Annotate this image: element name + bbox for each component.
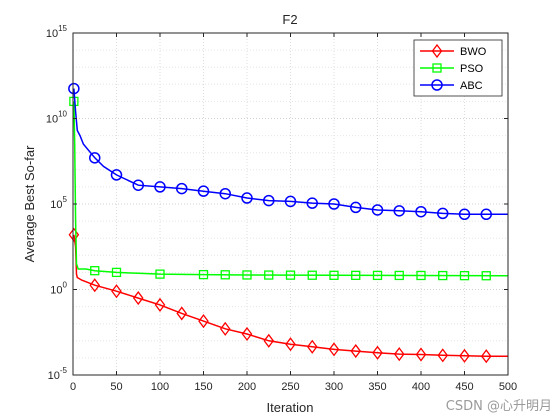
x-tick-label: 300 — [325, 381, 343, 393]
data-point-bwo — [415, 347, 427, 362]
data-point-bwo — [328, 342, 340, 357]
legend-marker-abc — [431, 79, 443, 91]
data-point-abc — [458, 208, 471, 221]
data-point-bwo — [89, 278, 101, 293]
watermark: CSDN @心升明月 — [445, 399, 552, 414]
y-tick-label: 105 — [50, 195, 67, 211]
data-point-abc — [154, 181, 166, 193]
x-tick-label: 150 — [194, 381, 212, 393]
series-pso — [69, 96, 509, 281]
data-point-abc — [350, 201, 362, 214]
data-point-abc — [132, 179, 144, 191]
x-tick-label: 500 — [499, 381, 517, 393]
series-line-bwo — [73, 234, 508, 357]
data-point-abc — [328, 198, 340, 210]
series-bwo — [68, 227, 508, 364]
data-point-pso — [155, 269, 165, 279]
data-point-pso — [438, 270, 448, 281]
x-tick-label: 200 — [238, 381, 256, 393]
data-point-pso — [264, 270, 274, 280]
data-point-bwo — [219, 321, 231, 336]
x-tick-label: 400 — [412, 381, 430, 393]
data-point-abc — [263, 194, 275, 207]
data-point-abc — [437, 207, 449, 220]
data-point-pso — [285, 270, 296, 280]
data-point-bwo — [132, 290, 144, 306]
legend: BWO PSO ABC — [413, 39, 503, 97]
data-point-abc — [197, 185, 210, 197]
x-tick-label: 250 — [281, 381, 299, 393]
data-point-abc — [393, 205, 405, 217]
data-point-bwo — [306, 339, 318, 354]
series-layer — [68, 82, 509, 364]
data-point-abc — [176, 182, 188, 195]
data-point-pso — [351, 270, 361, 280]
data-point-pso — [198, 269, 209, 280]
x-tick-label: 100 — [151, 381, 169, 393]
data-point-abc — [371, 204, 384, 216]
x-tick-label: 0 — [70, 381, 76, 393]
data-point-bwo — [437, 348, 449, 363]
data-point-bwo — [372, 345, 383, 360]
x-tick-label: 350 — [368, 381, 386, 393]
legend-label-pso: PSO — [460, 63, 484, 75]
data-point-abc — [110, 169, 123, 181]
data-point-pso — [394, 270, 404, 281]
data-point-pso — [111, 267, 122, 278]
y-tick-label: 1010 — [46, 110, 68, 126]
y-tick-label: 1015 — [46, 24, 68, 40]
data-point-abc — [89, 152, 101, 164]
data-point-bwo — [241, 326, 253, 342]
data-point-bwo — [285, 337, 296, 352]
data-point-pso — [329, 270, 339, 280]
chart-title: F2 — [282, 12, 297, 27]
data-point-abc — [68, 82, 80, 95]
x-tick-labels: 0 50 100 150 200 250 300 350 400 450 500 — [70, 33, 517, 393]
x-tick-label: 450 — [455, 381, 473, 393]
x-tick-label: 50 — [110, 381, 122, 393]
data-point-pso — [242, 270, 252, 280]
x-axis-label: Iteration — [267, 400, 314, 415]
y-axis-label: Average Best So-far — [22, 145, 37, 262]
data-point-pso — [459, 270, 470, 281]
data-point-bwo — [263, 333, 275, 348]
legend-marker-bwo — [431, 43, 443, 59]
data-point-abc — [480, 208, 492, 221]
series-line-abc — [73, 88, 508, 216]
series-abc — [68, 82, 508, 221]
data-point-abc — [284, 195, 297, 208]
data-point-bwo — [198, 314, 209, 329]
data-point-bwo — [459, 348, 470, 363]
y-tick-labels: 10-5 100 105 1010 1015 — [46, 24, 508, 382]
data-point-pso — [220, 270, 230, 280]
data-point-abc — [306, 197, 318, 209]
series-line-pso — [73, 101, 509, 277]
grid-lines — [73, 33, 508, 375]
data-point-bwo — [154, 297, 166, 312]
data-point-pso — [481, 271, 491, 281]
y-tick-label: 100 — [50, 281, 67, 297]
legend-label-abc: ABC — [460, 80, 483, 92]
data-point-bwo — [176, 306, 188, 321]
data-point-bwo — [480, 349, 492, 364]
data-point-abc — [219, 187, 231, 200]
data-point-bwo — [393, 347, 405, 362]
data-point-pso — [90, 266, 100, 276]
data-point-pso — [307, 270, 317, 280]
data-point-pso — [416, 270, 426, 281]
y-tick-label: 10-5 — [48, 366, 68, 382]
legend-marker-pso — [432, 63, 442, 73]
data-point-abc — [241, 192, 253, 204]
data-point-bwo — [111, 284, 122, 299]
data-point-abc — [415, 205, 427, 218]
data-point-pso — [372, 270, 383, 281]
data-point-bwo — [350, 343, 362, 359]
legend-label-bwo: BWO — [460, 46, 487, 58]
data-point-bwo — [68, 227, 80, 242]
